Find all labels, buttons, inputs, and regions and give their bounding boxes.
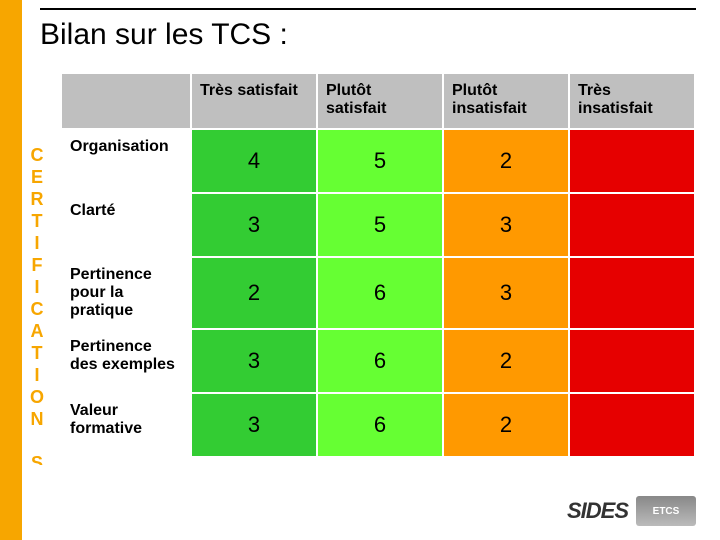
header-col-1: Plutôt satisfait bbox=[317, 73, 443, 129]
cell: 2 bbox=[443, 329, 569, 393]
table-row: Pertinence des exemples362 bbox=[61, 329, 695, 393]
row-label: Organisation bbox=[61, 129, 191, 193]
row-label: Valeur formative bbox=[61, 393, 191, 457]
cell bbox=[569, 257, 695, 329]
left-accent-bar bbox=[0, 0, 22, 540]
cell: 3 bbox=[191, 329, 317, 393]
cell: 2 bbox=[443, 393, 569, 457]
side-label: CERTIFICATION SIDES bbox=[26, 145, 48, 465]
cell: 4 bbox=[191, 129, 317, 193]
cell bbox=[569, 329, 695, 393]
cell bbox=[569, 129, 695, 193]
cell: 6 bbox=[317, 393, 443, 457]
cell bbox=[569, 193, 695, 257]
row-label: Clarté bbox=[61, 193, 191, 257]
tcs-table: Très satisfait Plutôt satisfait Plutôt i… bbox=[60, 72, 696, 458]
top-rule bbox=[40, 8, 696, 10]
table-row: Clarté353 bbox=[61, 193, 695, 257]
cell: 3 bbox=[443, 257, 569, 329]
header-col-2: Plutôt insatisfait bbox=[443, 73, 569, 129]
logo-area: SIDES ETCS bbox=[567, 496, 696, 526]
logo-box: ETCS bbox=[636, 496, 696, 526]
table-header-row: Très satisfait Plutôt satisfait Plutôt i… bbox=[61, 73, 695, 129]
cell: 3 bbox=[443, 193, 569, 257]
logo-sides: SIDES bbox=[567, 498, 628, 524]
table-row: Valeur formative362 bbox=[61, 393, 695, 457]
header-col-3: Très insatisfait bbox=[569, 73, 695, 129]
cell bbox=[569, 393, 695, 457]
cell: 6 bbox=[317, 257, 443, 329]
cell: 5 bbox=[317, 129, 443, 193]
row-label: Pertinence des exemples bbox=[61, 329, 191, 393]
cell: 3 bbox=[191, 393, 317, 457]
table-body: Organisation452Clarté353Pertinence pour … bbox=[61, 129, 695, 457]
table-row: Organisation452 bbox=[61, 129, 695, 193]
cell: 3 bbox=[191, 193, 317, 257]
cell: 2 bbox=[443, 129, 569, 193]
cell: 5 bbox=[317, 193, 443, 257]
cell: 2 bbox=[191, 257, 317, 329]
row-label: Pertinence pour la pratique bbox=[61, 257, 191, 329]
header-col-0: Très satisfait bbox=[191, 73, 317, 129]
header-blank bbox=[61, 73, 191, 129]
page-title: Bilan sur les TCS : bbox=[40, 18, 288, 52]
cell: 6 bbox=[317, 329, 443, 393]
table-row: Pertinence pour la pratique263 bbox=[61, 257, 695, 329]
